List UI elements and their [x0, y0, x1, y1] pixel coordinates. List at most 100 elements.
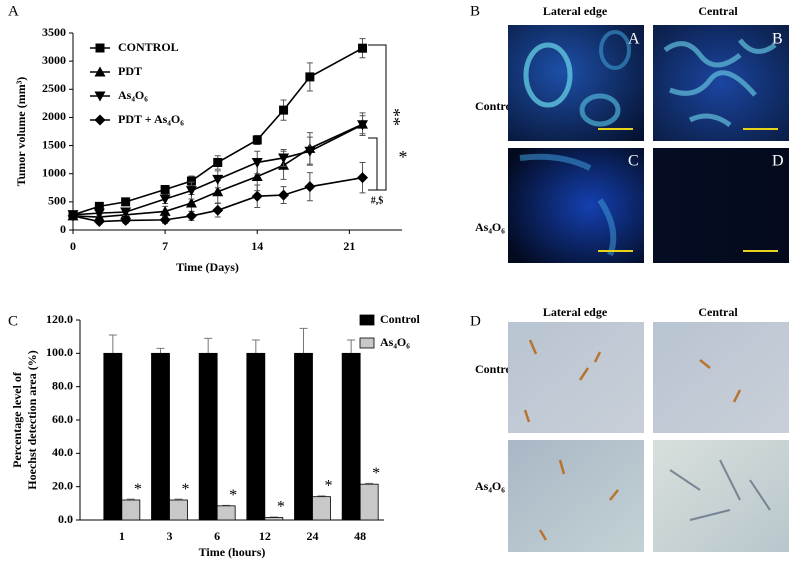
marker — [213, 157, 223, 167]
x-tick-label: 1 — [119, 529, 125, 543]
y-axis-title: Tumor volume (mm³) — [14, 77, 28, 187]
micrograph — [508, 25, 644, 141]
panel-label: B — [470, 3, 480, 19]
y-tick-label: 0.0 — [58, 512, 73, 526]
bar — [341, 352, 361, 521]
bar — [359, 483, 379, 521]
marker — [185, 210, 197, 222]
column-header: Central — [698, 4, 738, 18]
x-tick-label: 14 — [251, 239, 263, 253]
y-tick-label: 3000 — [42, 53, 66, 67]
row-label: As₄O₆ — [475, 479, 505, 493]
y-tick-label: 40.0 — [52, 445, 73, 459]
annotation: * — [372, 465, 380, 482]
texture — [599, 30, 631, 70]
marker — [67, 210, 79, 222]
y-tick-label: 1000 — [42, 165, 66, 179]
annotation: * — [229, 487, 237, 504]
bar — [264, 517, 284, 521]
bar — [216, 505, 236, 521]
annotation: ** — [384, 108, 404, 126]
legend-swatch — [359, 314, 375, 326]
bar — [169, 499, 188, 521]
micrograph — [653, 322, 789, 433]
legend-swatch — [359, 337, 375, 349]
significance-bracket — [368, 137, 378, 190]
marker — [251, 171, 263, 182]
panel-label: C — [8, 313, 18, 329]
marker — [304, 181, 316, 193]
bar — [151, 352, 170, 521]
x-axis-title: Time (hours) — [199, 545, 266, 559]
marker — [160, 184, 170, 194]
image-panel-d: D Lateral edge Central Control As₄O₆ — [470, 305, 789, 552]
annotation: * — [277, 499, 285, 516]
marker — [159, 194, 171, 205]
marker — [93, 216, 105, 228]
marker — [251, 190, 263, 202]
marker — [358, 43, 368, 53]
texture — [579, 93, 621, 127]
marker — [212, 186, 224, 197]
column-header: Lateral edge — [543, 4, 608, 18]
marker — [357, 172, 369, 184]
marker — [120, 207, 132, 218]
x-axis-title: Time (Days) — [176, 260, 239, 274]
annotation: * — [134, 481, 142, 498]
marker — [278, 153, 290, 164]
bar — [121, 499, 141, 521]
x-tick-label: 6 — [214, 529, 220, 543]
tile-label: C — [628, 153, 639, 170]
bar — [103, 352, 123, 521]
annotation: * — [399, 147, 408, 167]
x-tick-label: 24 — [307, 529, 319, 543]
micrograph — [653, 440, 789, 552]
micrograph — [508, 440, 644, 552]
tile-label: D — [772, 153, 784, 170]
legend-label: CONTROL — [118, 40, 179, 54]
x-tick-label: 21 — [343, 239, 355, 253]
row-label: Control — [475, 99, 515, 113]
marker — [121, 197, 131, 207]
micrograph — [653, 25, 789, 141]
bar — [294, 352, 313, 521]
series-line — [72, 124, 363, 216]
y-tick-label: 1500 — [42, 137, 66, 151]
panel-label: D — [470, 313, 481, 329]
marker — [120, 214, 132, 226]
y-tick-label: 20.0 — [52, 478, 73, 492]
y-tick-label: 120.0 — [46, 312, 73, 326]
legend-label: PDT + As₄O₆ — [118, 112, 184, 126]
image-panel-b: B Lateral edge Central Control As₄O₆ A B… — [470, 3, 789, 263]
legend-label: PDT — [118, 64, 142, 78]
marker — [279, 105, 289, 115]
marker — [159, 205, 171, 216]
y-axis-title: Hoechst detection area (%) — [25, 350, 39, 489]
legend-label: Control — [380, 312, 420, 326]
column-header: Lateral edge — [543, 305, 608, 319]
marker — [185, 186, 197, 197]
marker — [159, 214, 171, 226]
tile-label: B — [772, 31, 783, 48]
x-tick-label: 12 — [259, 529, 271, 543]
series-line — [72, 123, 363, 218]
bar — [198, 352, 218, 521]
marker — [357, 120, 369, 131]
texture — [523, 339, 742, 541]
legend-label: As₄O₆ — [118, 88, 148, 102]
y-tick-label: 60.0 — [52, 412, 73, 426]
tile-label: A — [628, 31, 640, 48]
y-tick-label: 100.0 — [46, 345, 73, 359]
x-tick-label: 48 — [354, 529, 366, 543]
row-label: Control — [475, 362, 515, 376]
y-tick-label: 2500 — [42, 81, 66, 95]
marker — [93, 208, 105, 219]
x-tick-label: 3 — [167, 529, 173, 543]
annotation: * — [325, 478, 333, 495]
series-line — [72, 176, 363, 223]
bar — [312, 496, 331, 521]
marker — [212, 204, 224, 216]
y-tick-label: 2000 — [42, 109, 66, 123]
marker — [304, 146, 316, 157]
